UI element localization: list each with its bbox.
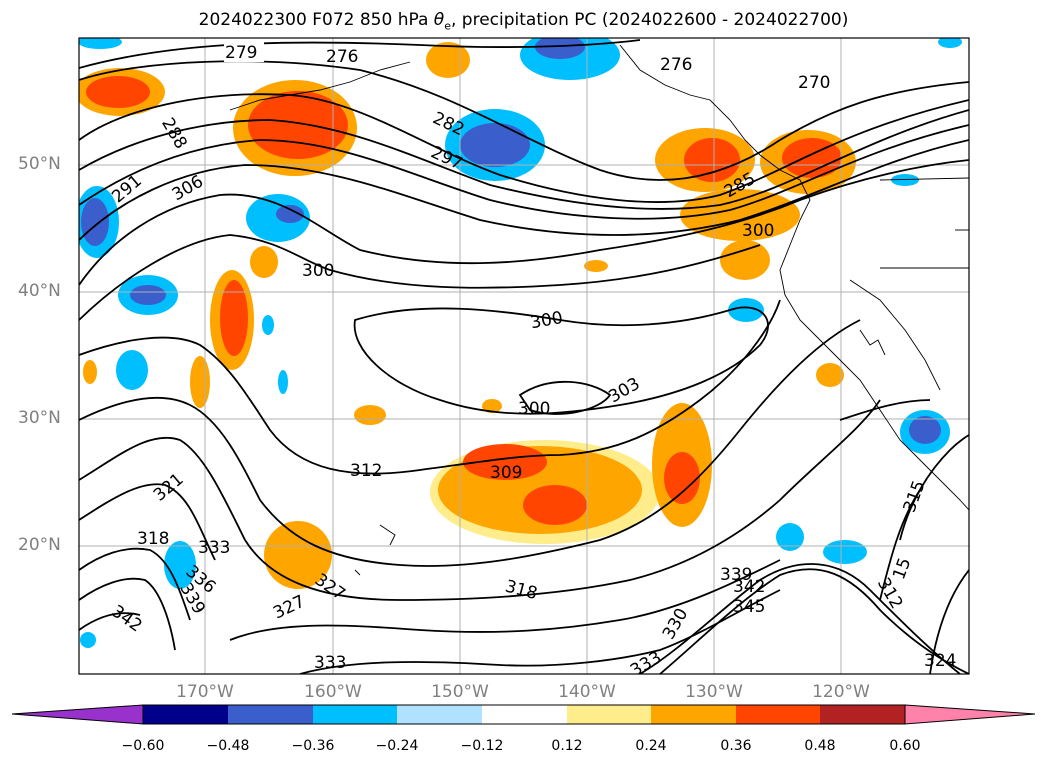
colorbar-tick: −0.36 bbox=[291, 738, 335, 754]
contour-label: 345 bbox=[733, 597, 765, 617]
contour-label: 276 bbox=[326, 47, 358, 67]
contour-label: 270 bbox=[798, 73, 830, 93]
colorbar-tick: 0.60 bbox=[889, 738, 921, 754]
contour-label: 300 bbox=[518, 399, 550, 419]
colorbar-tick: −0.24 bbox=[375, 738, 419, 754]
colorbar-segment bbox=[11, 704, 144, 725]
colorbar-segment bbox=[567, 705, 651, 724]
contour-label: 333 bbox=[314, 653, 346, 673]
colorbar-segment bbox=[820, 705, 905, 724]
title-prefix: 2024022300 F072 850 hPa bbox=[198, 10, 434, 30]
colorbar-tick: 0.36 bbox=[720, 738, 752, 754]
positive-anomalies bbox=[79, 42, 856, 589]
colorbar-segment bbox=[228, 705, 313, 724]
lat-label-50n: 50°N bbox=[18, 154, 61, 174]
coastlines bbox=[229, 44, 969, 576]
colorbar-segment bbox=[651, 705, 736, 724]
colorbar-frame bbox=[142, 704, 906, 725]
colorbar-tick: −0.12 bbox=[460, 738, 504, 754]
lon-label-130w: 130°W bbox=[685, 682, 743, 702]
contour-label: 309 bbox=[490, 463, 522, 483]
colorbar-tick: 0.24 bbox=[635, 738, 667, 754]
map-title: 2024022300 F072 850 hPa θe, precipitatio… bbox=[0, 10, 1047, 32]
theta-e-contours bbox=[79, 39, 969, 674]
contour-label: 324 bbox=[924, 651, 956, 671]
contour-label: 279 bbox=[225, 43, 257, 63]
lon-label-170w: 170°W bbox=[176, 682, 234, 702]
contour-label: 333 bbox=[198, 538, 230, 558]
graticule bbox=[79, 38, 969, 674]
lon-label-140w: 140°W bbox=[558, 682, 616, 702]
colorbar bbox=[11, 704, 1036, 725]
contour-label: 312 bbox=[350, 461, 382, 481]
lon-label-160w: 160°W bbox=[304, 682, 362, 702]
colorbar-tick: −0.48 bbox=[206, 738, 250, 754]
contour-label: 300 bbox=[742, 221, 774, 241]
title-suffix: , precipitation PC (2024022600 - 2024022… bbox=[450, 10, 849, 30]
contour-label: 318 bbox=[137, 529, 169, 549]
colorbar-segment bbox=[482, 705, 567, 724]
contour-label: 339 bbox=[720, 565, 752, 585]
colorbar-segment bbox=[143, 705, 228, 724]
lat-label-20n: 20°N bbox=[18, 535, 61, 555]
contour-label: 276 bbox=[660, 55, 692, 75]
lon-label-120w: 120°W bbox=[812, 682, 870, 702]
colorbar-tick: −0.60 bbox=[121, 738, 165, 754]
theta-symbol: θ bbox=[433, 10, 445, 30]
colorbar-segment bbox=[736, 705, 820, 724]
contour-label: 300 bbox=[302, 261, 334, 281]
theta-subscript: e bbox=[444, 19, 451, 33]
colorbar-tick: 0.48 bbox=[804, 738, 836, 754]
lat-label-30n: 30°N bbox=[18, 408, 61, 428]
colorbar-segment bbox=[397, 705, 482, 724]
map-content: 279 276 288 291 306 282 297 276 270 285 … bbox=[79, 38, 969, 674]
map-frame bbox=[78, 37, 970, 675]
colorbar-segment bbox=[904, 704, 1036, 725]
lat-label-40n: 40°N bbox=[18, 281, 61, 301]
contour-label: 342 bbox=[733, 577, 765, 597]
colorbar-tick: 0.12 bbox=[551, 738, 583, 754]
colorbar-segment bbox=[313, 705, 397, 724]
lon-label-150w: 150°W bbox=[431, 682, 489, 702]
